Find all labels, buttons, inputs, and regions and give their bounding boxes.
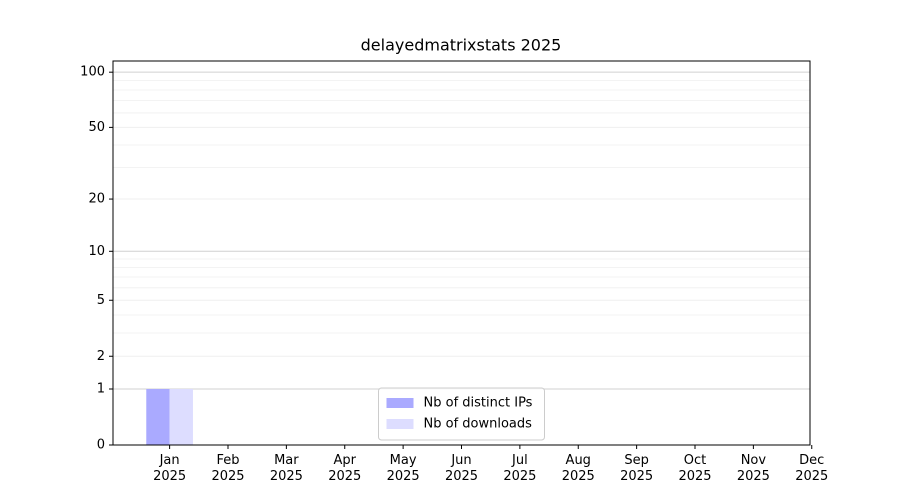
- x-tick-label: May 2025: [386, 453, 420, 484]
- x-tick-label: Sep 2025: [620, 453, 654, 484]
- x-tick-label: Jul 2025: [503, 453, 537, 484]
- x-tick-label: Jun 2025: [444, 453, 479, 484]
- legend-label: Nb of distinct IPs: [424, 396, 533, 411]
- y-tick-label: 1: [97, 382, 105, 397]
- x-tick-label: Dec 2025: [795, 453, 829, 484]
- y-tick-label: 2: [97, 349, 105, 364]
- legend-label: Nb of downloads: [424, 417, 533, 432]
- bar: [169, 389, 193, 445]
- legend-box: [378, 387, 545, 441]
- y-tick-label: 5: [97, 293, 105, 308]
- chart-title: delayedmatrixstats 2025: [361, 36, 562, 55]
- plot-frame: [112, 60, 811, 446]
- y-tick-label: 10: [88, 244, 105, 259]
- legend-swatch: [386, 398, 414, 408]
- y-tick-label: 50: [88, 120, 105, 135]
- x-tick-label: Apr 2025: [328, 453, 362, 484]
- x-tick-label: Feb 2025: [211, 453, 245, 484]
- x-tick-label: Oct 2025: [678, 453, 712, 484]
- legend-swatch: [386, 419, 414, 429]
- legend: Nb of distinct IPs Nb of downloads: [378, 387, 545, 441]
- y-tick-label: 20: [88, 192, 105, 207]
- x-tick-label: Jan 2025: [153, 453, 187, 484]
- x-tick-label: Mar 2025: [269, 453, 303, 484]
- x-tick-label: Aug 2025: [561, 453, 595, 484]
- x-tick-label: Nov 2025: [736, 453, 770, 484]
- y-tick-label: 100: [80, 65, 105, 80]
- y-tick-label: 0: [97, 438, 105, 453]
- bar: [146, 389, 170, 445]
